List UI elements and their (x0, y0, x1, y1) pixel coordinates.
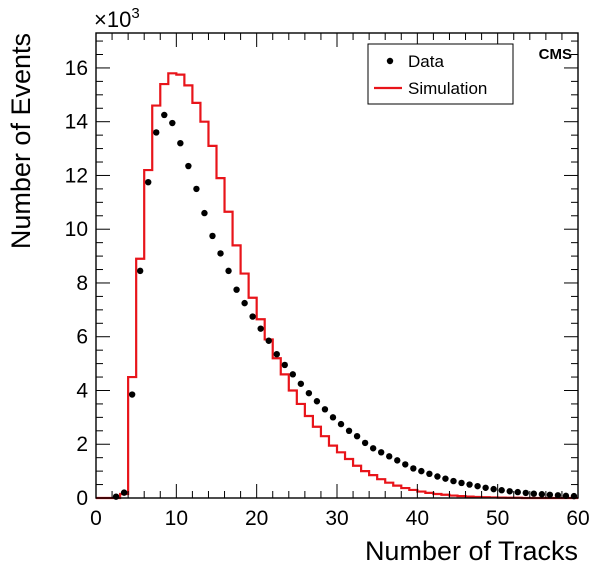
experiment-label: CMS (539, 46, 572, 63)
legend: Data Simulation (367, 43, 514, 105)
data-point (546, 491, 554, 498)
data-point (482, 484, 489, 491)
data-point (265, 337, 272, 344)
y-tick-label: 16 (65, 57, 88, 80)
data-point (233, 286, 240, 293)
data-point (289, 371, 297, 378)
y-tick-label: 10 (65, 218, 88, 241)
y-tick-label: 8 (76, 272, 88, 295)
data-point (201, 209, 208, 217)
data-point (514, 488, 521, 496)
y-multiplier-exponent: 3 (131, 5, 139, 22)
data-point (225, 267, 232, 275)
data-point (257, 325, 264, 332)
data-point (305, 389, 313, 397)
y-tick-label: 14 (65, 111, 89, 134)
axis-tick-labels: 0 10 20 30 40 50 60 0 2 4 6 8 10 12 14 16 (65, 57, 590, 530)
simulation-histogram-line (96, 72, 578, 500)
x-tick-label: 20 (245, 507, 268, 530)
data-point (361, 439, 369, 447)
data-point (145, 178, 152, 186)
data-point (394, 457, 401, 464)
y-axis-multiplier: ×103 (94, 5, 140, 32)
y-tick-label: 2 (76, 433, 88, 456)
data-point (329, 414, 337, 421)
data-point (418, 467, 425, 475)
data-point (337, 420, 345, 428)
data-point (209, 232, 216, 240)
data-point (136, 267, 144, 275)
data-point (249, 313, 256, 320)
x-tick-label: 40 (406, 507, 429, 530)
data-point (169, 119, 176, 127)
x-tick-label: 10 (165, 507, 188, 530)
data-point (321, 406, 329, 413)
data-point (193, 185, 200, 193)
data-point (426, 470, 433, 478)
data-point (386, 453, 393, 460)
data-point (442, 475, 449, 482)
data-point (450, 477, 457, 485)
legend-box (367, 43, 514, 105)
data-point (498, 487, 505, 494)
data-point (474, 482, 481, 490)
x-tick-label: 50 (486, 507, 509, 530)
data-point (185, 162, 192, 170)
y-tick-label: 6 (76, 326, 88, 349)
data-point (490, 485, 497, 493)
data-point (128, 391, 136, 398)
plot-data-layer (96, 72, 578, 500)
data-point (410, 465, 417, 472)
data-point (530, 490, 538, 497)
axis-ticks (95, 33, 579, 499)
legend-data-marker (386, 57, 394, 65)
data-point (458, 479, 465, 487)
x-tick-label: 30 (325, 507, 348, 530)
data-point (120, 489, 128, 496)
data-point (281, 361, 288, 369)
data-point (434, 473, 441, 480)
y-multiplier-base: ×10 (94, 7, 131, 32)
y-tick-label: 0 (76, 487, 88, 510)
data-point (369, 445, 377, 452)
y-tick-label: 4 (76, 379, 88, 402)
data-point (353, 432, 361, 440)
data-point (313, 398, 321, 405)
data-point (466, 481, 473, 488)
legend-simulation-label: Simulation (408, 79, 487, 98)
data-point (112, 493, 120, 500)
data-point (522, 489, 529, 497)
data-point (273, 351, 280, 358)
data-point (153, 129, 160, 136)
y-tick-label: 12 (65, 164, 88, 187)
x-axis-title: Number of Tracks (365, 536, 578, 566)
data-point (377, 449, 385, 456)
data-point (241, 299, 248, 307)
data-point (402, 461, 409, 468)
data-point (506, 488, 513, 495)
data-point (217, 250, 224, 257)
data-point (538, 491, 546, 498)
data-point (177, 140, 184, 147)
data-point (297, 380, 305, 387)
data-point (161, 111, 168, 119)
x-tick-label: 60 (566, 507, 589, 530)
y-axis-title: Number of Events (6, 33, 36, 249)
data-point (554, 492, 562, 499)
data-point (345, 427, 353, 434)
x-tick-label: 0 (90, 507, 102, 530)
legend-data-label: Data (408, 52, 444, 71)
